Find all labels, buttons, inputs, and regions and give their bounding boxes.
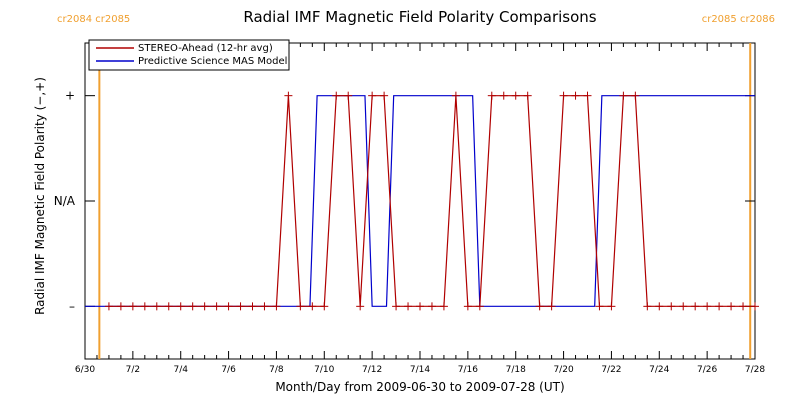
x-tick-label: 7/12 [362, 365, 382, 375]
x-tick-label: 7/16 [458, 365, 478, 375]
data-point [703, 302, 712, 311]
data-point [140, 302, 149, 311]
data-point [116, 302, 125, 311]
legend: STEREO-Ahead (12-hr avg) Predictive Scie… [88, 39, 290, 71]
chart-title: Radial IMF Magnetic Field Polarity Compa… [243, 8, 596, 26]
x-axis-label: Month/Day from 2009-06-30 to 2009-07-28 … [275, 380, 564, 394]
series-layer [85, 91, 759, 311]
data-point [248, 302, 257, 311]
data-point [224, 302, 233, 311]
series-line [108, 95, 755, 307]
plot-frame [84, 42, 756, 360]
data-point [463, 302, 472, 311]
data-point [727, 302, 736, 311]
data-point [451, 91, 460, 100]
data-point [104, 302, 113, 311]
data-point [427, 302, 436, 311]
data-point [320, 302, 329, 311]
data-point [571, 91, 580, 100]
data-point [380, 91, 389, 100]
carrington-rotation-lines [98, 43, 752, 359]
x-tick-label: 7/22 [601, 365, 621, 375]
data-point [667, 302, 676, 311]
x-tick-label: 6/30 [75, 365, 95, 375]
x-axis-ticks: 6/30 7/2 7/4 7/6 7/8 7/10 7/12 7/14 7/16 7/18 7/20… [75, 43, 765, 375]
data-point [751, 302, 759, 311]
x-tick-label: 7/2 [126, 365, 140, 375]
data-point [260, 302, 269, 311]
data-point [475, 302, 484, 311]
data-point [212, 302, 221, 311]
data-point [284, 91, 293, 100]
y-axis-label: Radial IMF Magnetic Field Polarity (−,+) [33, 77, 47, 315]
data-point [308, 302, 317, 311]
carrington-rotation-labels: cr2084 cr2085 cr2085 cr2086 [57, 14, 775, 25]
data-point [655, 302, 664, 311]
carrington-label: cr2085 cr2086 [702, 14, 775, 25]
data-point [344, 91, 353, 100]
x-tick-label: 7/20 [553, 365, 573, 375]
x-tick-label: 7/26 [697, 365, 717, 375]
x-tick-label: 7/6 [221, 365, 236, 375]
data-point [332, 91, 341, 100]
series-line [85, 95, 755, 307]
data-point [392, 302, 401, 311]
legend-label-stereo: STEREO-Ahead (12-hr avg) [138, 43, 273, 54]
data-point [619, 91, 628, 100]
x-tick-label: 7/14 [410, 365, 430, 375]
data-point [164, 302, 173, 311]
data-point [176, 302, 185, 311]
data-point [416, 302, 424, 311]
x-tick-label: 7/4 [173, 365, 188, 375]
data-point [535, 302, 544, 311]
data-point [272, 302, 281, 311]
data-point [715, 302, 724, 311]
data-point [368, 91, 377, 100]
data-point [200, 302, 209, 311]
data-point [499, 91, 508, 100]
carrington-label: cr2084 cr2085 [57, 14, 130, 25]
data-point [404, 302, 413, 311]
data-point [679, 302, 688, 311]
data-point [511, 91, 520, 100]
data-point [607, 302, 616, 311]
data-point [439, 302, 448, 311]
data-point [296, 302, 305, 311]
data-point [739, 302, 748, 311]
x-tick-label: 7/28 [745, 365, 765, 375]
data-point [631, 91, 640, 100]
legend-box [88, 39, 290, 71]
data-point [691, 302, 700, 311]
data-point [595, 302, 604, 311]
x-tick-label: 7/18 [506, 365, 526, 375]
legend-label-mas-model: Predictive Science MAS Model [138, 56, 287, 67]
y-tick-label: – [69, 299, 75, 313]
data-point [523, 91, 532, 100]
data-point [547, 302, 556, 311]
data-point [583, 91, 592, 100]
data-point [643, 302, 652, 311]
data-point [188, 302, 197, 311]
y-axis-ticks: + N/A – [54, 89, 755, 313]
x-tick-label: 7/8 [269, 365, 284, 375]
data-point [487, 91, 496, 100]
x-tick-label: 7/24 [649, 365, 669, 375]
y-tick-label: N/A [54, 194, 76, 208]
data-point [152, 302, 161, 311]
data-point [559, 91, 568, 100]
data-point [128, 302, 137, 311]
data-point [356, 302, 365, 311]
y-tick-label: + [65, 89, 75, 103]
x-tick-label: 7/10 [314, 365, 334, 375]
data-point [236, 302, 245, 311]
